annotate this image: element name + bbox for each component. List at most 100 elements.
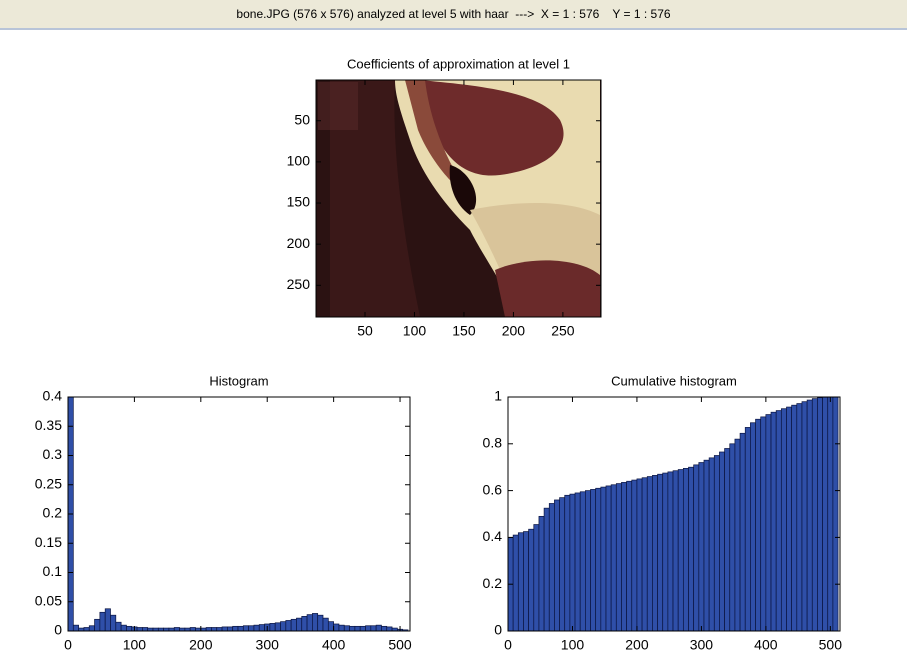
bar — [626, 480, 633, 632]
bar — [672, 470, 679, 632]
bar — [559, 497, 566, 632]
bar — [827, 396, 834, 632]
bar — [126, 625, 133, 632]
axes-frame — [507, 396, 841, 632]
bar — [370, 625, 377, 632]
x-tick-label: 200 — [502, 323, 526, 339]
y-tick-label: 0.3 — [43, 446, 63, 462]
y-tick-label: 0 — [54, 622, 62, 638]
bar — [227, 626, 234, 632]
bar — [280, 621, 287, 632]
bar — [770, 411, 777, 632]
bar — [115, 621, 122, 632]
bar — [585, 490, 591, 632]
y-tick-label: 0.05 — [35, 592, 62, 608]
bar — [698, 462, 705, 632]
y-tick-label: 150 — [287, 194, 311, 210]
bar — [205, 627, 212, 632]
y-tick-label: 0.6 — [483, 481, 503, 497]
bar — [242, 625, 249, 632]
bar — [579, 491, 586, 632]
bar — [533, 524, 540, 632]
bar — [317, 614, 324, 632]
bar — [744, 427, 751, 632]
y-tick-label: 0.1 — [43, 563, 63, 579]
bar — [104, 608, 111, 632]
bar — [765, 414, 772, 632]
bar — [677, 469, 684, 632]
bar — [248, 625, 255, 632]
bar — [719, 451, 725, 632]
bar — [652, 475, 658, 632]
x-tick-label: 200 — [625, 637, 649, 653]
x-tick-label: 500 — [819, 637, 843, 653]
bar — [523, 531, 529, 632]
bar — [258, 624, 265, 632]
y-tick-label: 0.25 — [35, 475, 62, 491]
bar — [381, 625, 388, 632]
bar — [306, 614, 313, 632]
bar — [564, 494, 571, 632]
bar — [94, 618, 101, 632]
x-tick-label: 0 — [64, 637, 72, 653]
bar — [312, 613, 319, 632]
bar — [724, 448, 731, 632]
x-tick-label: 150 — [452, 323, 476, 339]
bar — [631, 479, 638, 632]
bar — [817, 397, 823, 632]
bar — [338, 624, 345, 632]
x-tick-label: 400 — [322, 637, 346, 653]
bar — [327, 621, 334, 632]
bar — [343, 625, 350, 632]
bar — [750, 422, 756, 632]
bar — [646, 476, 653, 632]
axes-title: Cumulative histogram — [611, 373, 737, 388]
bar — [301, 616, 308, 632]
bar — [285, 620, 292, 632]
bar — [88, 625, 95, 632]
y-tick-label: 100 — [287, 153, 311, 169]
bar — [682, 468, 689, 632]
y-tick-label: 0.4 — [483, 528, 503, 544]
bar — [688, 466, 695, 632]
bar — [729, 443, 736, 632]
bar — [375, 624, 382, 632]
bar — [811, 398, 818, 632]
bar — [708, 457, 715, 632]
bar — [657, 473, 664, 632]
bar — [517, 532, 524, 632]
bar — [569, 493, 576, 632]
axes-background — [68, 397, 410, 631]
bar — [512, 534, 519, 632]
bar — [216, 627, 223, 632]
bar — [822, 396, 829, 632]
bar — [760, 416, 767, 632]
y-tick-label: 0.15 — [35, 534, 62, 550]
y-tick-label: 0.8 — [483, 435, 503, 451]
bar — [83, 627, 90, 632]
bar — [693, 464, 700, 632]
y-tick-label: 250 — [287, 276, 311, 292]
bar — [349, 625, 356, 632]
bar — [274, 622, 281, 632]
bar — [211, 627, 218, 632]
bar — [713, 455, 720, 632]
axes-title: Histogram — [209, 373, 268, 388]
bar — [333, 623, 340, 632]
bar — [548, 503, 555, 632]
x-tick-label: 100 — [561, 637, 585, 653]
bar — [538, 515, 545, 632]
bar — [543, 507, 550, 632]
bar — [801, 401, 808, 632]
x-tick-label: 100 — [123, 637, 147, 653]
bar — [386, 626, 393, 632]
bar — [528, 528, 535, 632]
x-tick-label: 300 — [256, 637, 280, 653]
x-tick-label: 400 — [754, 637, 778, 653]
bar — [780, 408, 787, 632]
bar — [221, 626, 228, 632]
bar — [554, 499, 560, 632]
x-tick-label: 250 — [551, 323, 575, 339]
bar — [796, 403, 803, 632]
